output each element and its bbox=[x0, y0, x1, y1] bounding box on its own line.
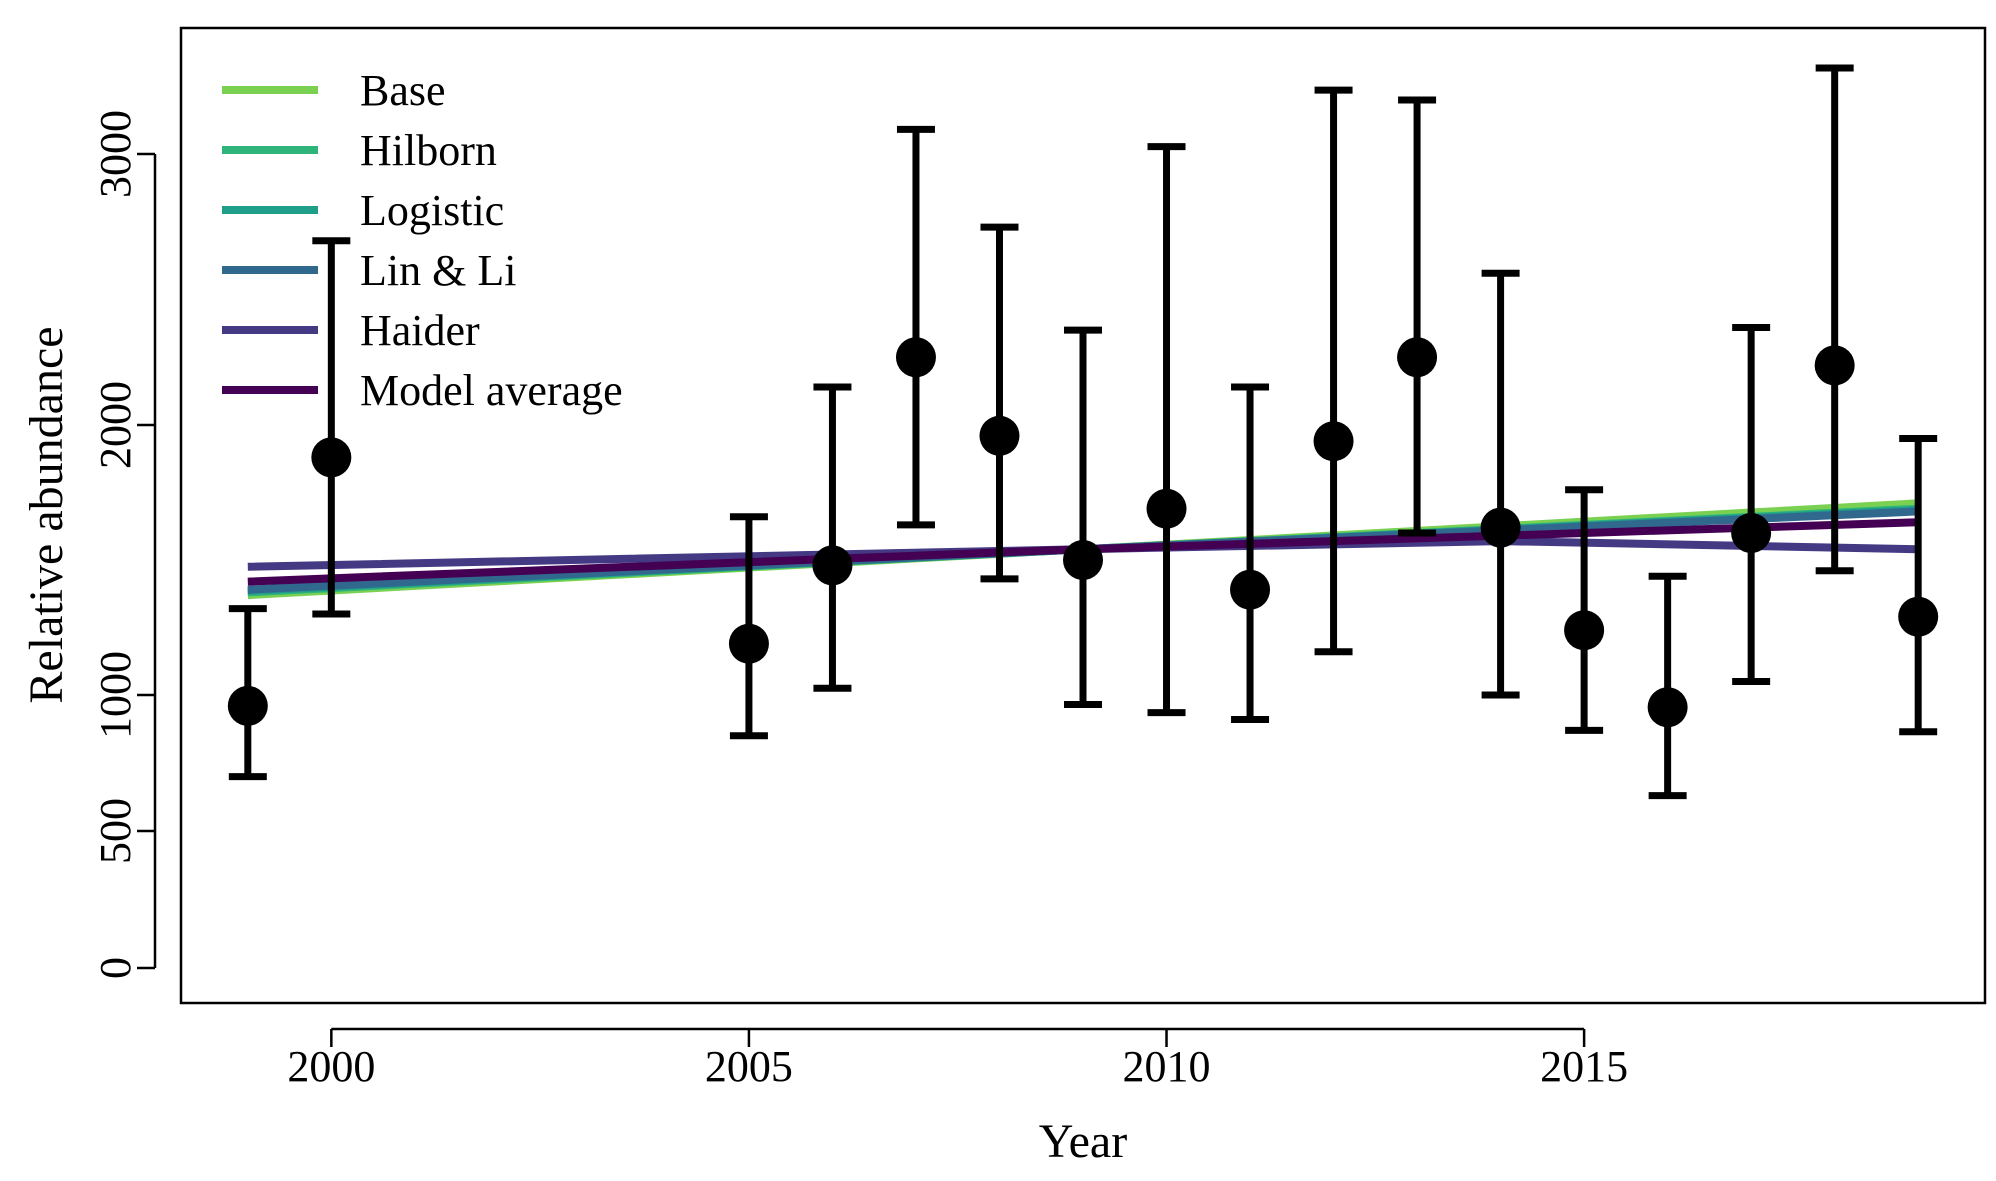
data-point bbox=[1564, 610, 1605, 651]
x-tick-label: 2010 bbox=[1123, 1042, 1211, 1091]
observation-2016 bbox=[1647, 572, 1688, 800]
observation-2010 bbox=[1146, 143, 1187, 717]
observation-2014 bbox=[1480, 269, 1521, 699]
data-point bbox=[1230, 569, 1271, 610]
legend-label-base: Base bbox=[360, 66, 446, 115]
observation-2000 bbox=[311, 237, 352, 618]
observation-2009 bbox=[1063, 326, 1103, 709]
observation-2015 bbox=[1564, 486, 1605, 734]
legend-label-haider: Haider bbox=[360, 306, 480, 355]
data-point bbox=[979, 415, 1020, 456]
observation-2017 bbox=[1731, 323, 1772, 685]
y-tick-label: 3000 bbox=[91, 110, 140, 198]
observation-2018 bbox=[1814, 64, 1855, 575]
legend-label-hilborn: Hilborn bbox=[360, 126, 497, 175]
data-point bbox=[1313, 421, 1354, 462]
data-point bbox=[1146, 488, 1187, 529]
observation-2007 bbox=[895, 125, 936, 529]
data-point bbox=[728, 623, 769, 664]
data-point bbox=[1731, 513, 1772, 553]
legend-label-lin-and-li: Lin & Li bbox=[360, 246, 516, 295]
observation-1999 bbox=[227, 605, 268, 781]
observation-2013 bbox=[1397, 96, 1438, 537]
observation-2011 bbox=[1230, 383, 1271, 723]
data-point bbox=[1480, 507, 1521, 548]
data-point bbox=[812, 545, 853, 586]
data-point bbox=[895, 337, 936, 378]
y-tick-label: 0 bbox=[91, 957, 140, 979]
observation-2006 bbox=[812, 383, 853, 692]
observation-layer bbox=[227, 64, 1939, 800]
y-axis-title: Relative abundance bbox=[20, 326, 73, 703]
x-axis-title: Year bbox=[1039, 1115, 1127, 1168]
x-tick-label: 2005 bbox=[705, 1042, 793, 1091]
plot-frame bbox=[179, 26, 1987, 1005]
data-point bbox=[1898, 596, 1939, 637]
data-point bbox=[1063, 540, 1103, 580]
y-tick-label: 1000 bbox=[91, 651, 140, 739]
legend: Base Hilborn Logistic Lin & Li Haider Model a… bbox=[222, 66, 623, 415]
data-point bbox=[1397, 337, 1438, 378]
observation-2008 bbox=[979, 223, 1020, 583]
observation-2019 bbox=[1898, 435, 1939, 736]
legend-label-model-average: Model average bbox=[360, 366, 623, 415]
observation-2005 bbox=[728, 513, 769, 740]
x-tick-label: 2000 bbox=[287, 1042, 375, 1091]
y-tick-label: 2000 bbox=[91, 381, 140, 469]
data-point bbox=[311, 437, 352, 478]
axes-layer: 0 500 1000 2000 3000 2000 2005 2010 2015 Year Rela… bbox=[20, 26, 1987, 1168]
data-point bbox=[1647, 687, 1688, 728]
observation-2012 bbox=[1313, 86, 1354, 656]
x-tick-label: 2015 bbox=[1540, 1042, 1628, 1091]
legend-label-logistic: Logistic bbox=[360, 186, 504, 235]
y-tick-label: 500 bbox=[91, 798, 140, 864]
data-point bbox=[1814, 345, 1855, 386]
data-point bbox=[227, 685, 268, 726]
